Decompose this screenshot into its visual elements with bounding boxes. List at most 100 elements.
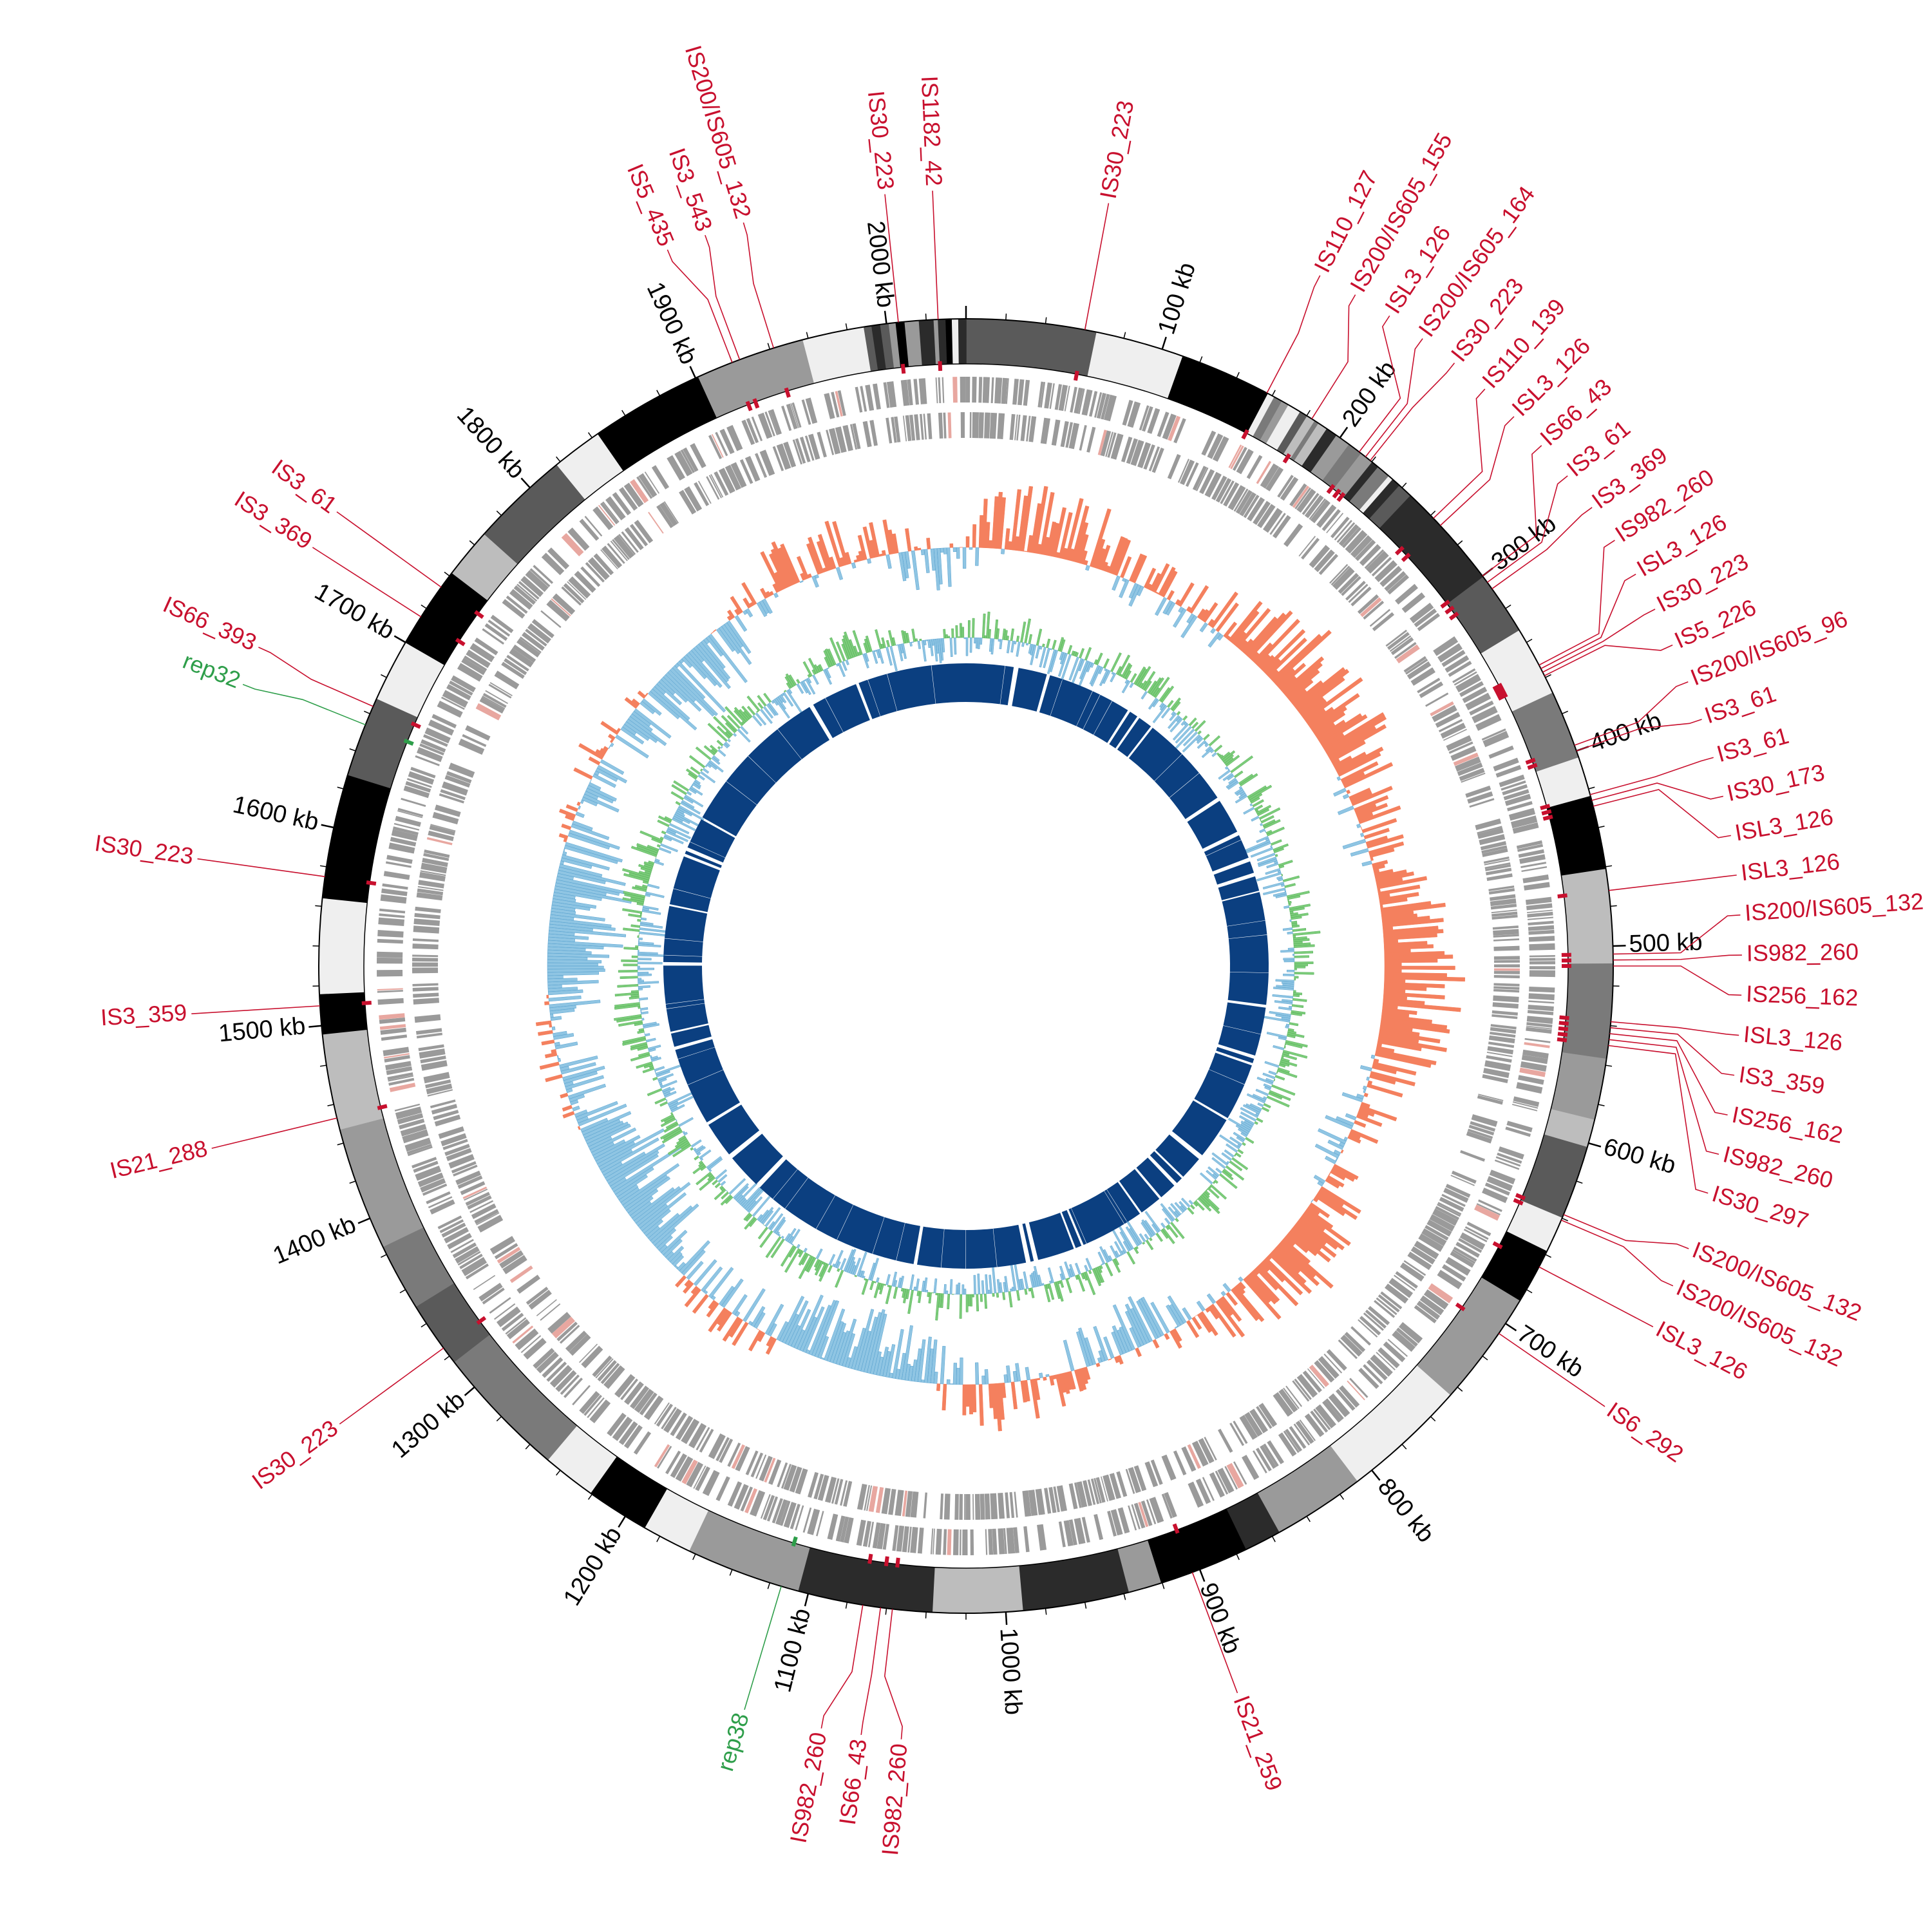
gene-block <box>384 1055 410 1063</box>
minor-tick <box>1457 1387 1463 1392</box>
gene-block <box>972 412 979 439</box>
inner-ring-block <box>1222 892 1265 927</box>
gene-block <box>1444 655 1470 673</box>
gene-block <box>623 482 644 507</box>
minor-tick <box>1562 1218 1569 1222</box>
gene-block <box>419 1048 446 1059</box>
mobile-element-marker <box>1540 804 1551 810</box>
gene-block <box>1350 586 1372 607</box>
gene-block <box>923 1492 927 1519</box>
gene-block <box>1079 424 1087 451</box>
gene-block <box>449 680 473 696</box>
gene-block <box>504 658 527 676</box>
gc-skew-positive <box>535 486 1466 1432</box>
minor-tick <box>381 674 387 678</box>
gene-block <box>430 824 456 832</box>
gene-block <box>654 1444 670 1468</box>
gene-block <box>1396 1327 1418 1347</box>
gene-block <box>1267 1440 1284 1464</box>
minor-tick <box>363 710 370 714</box>
gene-block <box>639 1392 658 1416</box>
contig-segment <box>322 1029 384 1130</box>
axis-tick-label: 700 kb <box>1512 1320 1588 1383</box>
contig-segment <box>1481 630 1553 712</box>
inner-ring-block <box>665 999 705 1009</box>
leader-line <box>820 1605 864 1729</box>
inner-ring-block <box>966 1228 997 1269</box>
gene-block <box>1289 483 1307 507</box>
gene-block <box>900 379 910 406</box>
gene-block <box>828 428 841 455</box>
gene-block <box>1507 800 1533 811</box>
gene-block <box>388 842 415 854</box>
gene-block <box>1468 1124 1495 1136</box>
leader-line <box>1611 1021 1739 1036</box>
gene-block <box>1285 1428 1303 1452</box>
gene-block <box>1504 793 1531 806</box>
gene-block <box>1403 656 1427 673</box>
gene-block <box>978 377 983 403</box>
gene-block <box>1482 848 1508 857</box>
contig-segment <box>1447 576 1520 654</box>
inner-ring-block <box>1061 1209 1082 1249</box>
gene-block <box>670 1453 687 1479</box>
gene-block <box>613 535 635 559</box>
gene-block <box>1243 495 1260 518</box>
gene-block <box>886 417 893 444</box>
gene-block <box>1127 401 1141 428</box>
gene-block <box>1280 477 1299 501</box>
is-element-label: IS30_223 <box>93 829 195 869</box>
gene-block <box>917 1528 924 1554</box>
gene-block <box>1094 392 1103 418</box>
gene-block <box>494 1243 518 1260</box>
gene-block <box>448 762 475 778</box>
gene-block <box>686 1461 704 1488</box>
gene-block <box>377 957 403 964</box>
gene-block <box>706 476 720 500</box>
gene-block <box>1387 574 1410 595</box>
gene-block <box>432 811 459 825</box>
minor-tick <box>1236 372 1240 379</box>
minor-tick <box>1236 1553 1240 1560</box>
minor-tick <box>1505 604 1511 609</box>
gene-block <box>739 459 753 484</box>
gene-block <box>1318 1356 1340 1379</box>
gene-block <box>831 1478 840 1504</box>
gene-block <box>1498 1146 1524 1160</box>
mobile-element-marker <box>1515 1193 1526 1200</box>
gene-block <box>499 1250 524 1269</box>
contig-segment <box>1359 475 1394 514</box>
inner-ring-block <box>687 842 725 863</box>
gene-block <box>612 492 631 516</box>
gene-block <box>1480 840 1507 851</box>
gene-block <box>1483 1068 1510 1079</box>
gene-block <box>905 1491 913 1517</box>
gene-block <box>1359 544 1381 566</box>
gene-block <box>940 1493 944 1520</box>
leader-line <box>1266 275 1321 393</box>
gene-block <box>985 1529 988 1555</box>
gene-block <box>1350 535 1373 558</box>
gene-block <box>1316 504 1337 528</box>
gene-block <box>461 1256 488 1276</box>
gene-block <box>1407 1251 1432 1271</box>
gene-block <box>418 880 444 889</box>
gene-block <box>547 1312 571 1334</box>
gc-skew-negative <box>547 547 1376 1385</box>
axis-tick-label: 1800 kb <box>451 401 530 484</box>
gene-block <box>831 392 840 418</box>
gene-block <box>679 489 697 515</box>
gene-block <box>789 1466 802 1493</box>
gene-block <box>433 1110 459 1121</box>
gene-block <box>990 1493 998 1520</box>
leader-line <box>197 858 325 877</box>
gene-block <box>1398 1321 1423 1344</box>
gene-block <box>1110 1509 1123 1536</box>
minor-tick <box>692 1553 696 1560</box>
inner-ring-block <box>887 665 936 712</box>
gene-block <box>1529 966 1555 970</box>
gene-block <box>1493 986 1520 990</box>
gene-block <box>1378 1347 1400 1368</box>
gene-block <box>1167 454 1181 480</box>
gene-block <box>621 531 639 553</box>
